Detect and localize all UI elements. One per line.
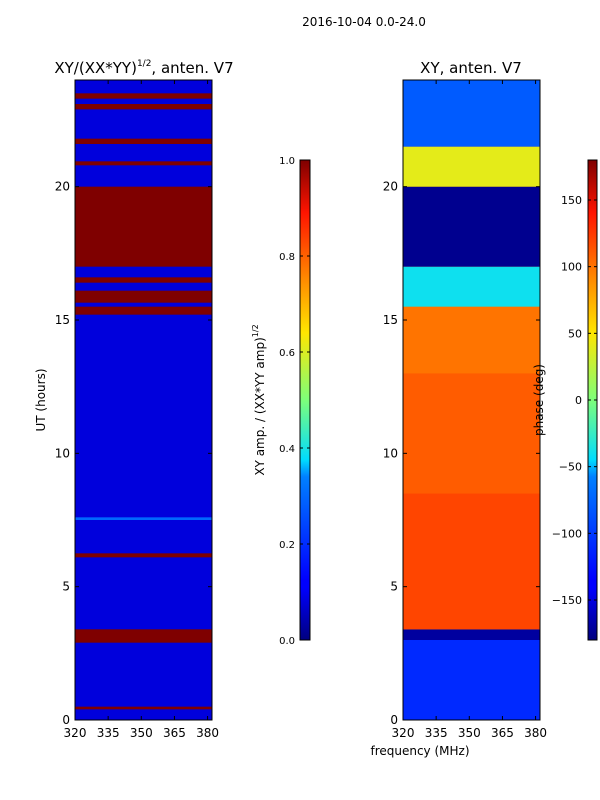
shared-xlabel: frequency (MHz) <box>370 744 469 758</box>
panel-amplitude-title: XY/(XX*YY)1/2, anten. V7 <box>54 59 233 77</box>
heatmap-band-11 <box>75 93 212 99</box>
colorbar-tick-label: 0.0 <box>279 636 295 647</box>
x-tick-label: 320 <box>64 726 87 740</box>
heatmap-band-7 <box>75 186 212 267</box>
colorbar-tick-label: 0.4 <box>279 444 295 455</box>
x-tick-label: 335 <box>97 726 120 740</box>
colorbar-tick-label: 0.6 <box>279 348 295 359</box>
heatmap-background <box>75 80 212 720</box>
colorbar-tick-label: 150 <box>561 194 582 207</box>
heatmap-band-10 <box>75 104 212 110</box>
heatmap-band-5 <box>403 266 540 307</box>
colorbar-tick-label: 50 <box>568 327 582 340</box>
heatmap-band-4 <box>75 306 212 315</box>
heatmap-band-5 <box>75 290 212 303</box>
phase-colorbar: −150 −100 −50 0 50 100 150 phase (deg) <box>532 159 598 641</box>
heatmap-band-8 <box>403 80 540 147</box>
heatmap-band-2 <box>403 493 540 630</box>
colorbar-tick-label: 100 <box>561 261 582 274</box>
y-tick-label: 10 <box>55 446 70 460</box>
colorbar-tick-label: 0.2 <box>279 540 295 551</box>
y-tick-label: 15 <box>383 313 398 327</box>
heatmap-band-6 <box>403 186 540 267</box>
amplitude-y-ticks: 0 5 10 15 20 <box>55 180 212 727</box>
heatmap-band-2 <box>75 553 212 558</box>
phase-heatmap <box>403 80 540 720</box>
amplitude-colorbar-gradient <box>299 159 311 641</box>
panel-amplitude-title-main: XY/(XX*YY) <box>54 59 137 77</box>
amplitude-axes-frame <box>74 79 213 721</box>
x-tick-label: 320 <box>392 726 415 740</box>
heatmap-band-7 <box>403 146 540 187</box>
x-tick-label: 365 <box>491 726 514 740</box>
colorbar-tick-label: 1.0 <box>279 156 295 167</box>
heatmap-band-1 <box>403 629 540 640</box>
phase-x-ticks: 320 335 350 365 380 <box>392 80 547 740</box>
panel-phase-title: XY, anten. V7 <box>420 59 522 77</box>
heatmap-band-6 <box>75 277 212 283</box>
amplitude-colorbar-label-superscript: 1/2 <box>251 324 260 337</box>
heatmap-band-8 <box>75 161 212 166</box>
panel-amplitude: XY/(XX*YY)1/2, anten. V7 320 335 350 365 380… <box>34 59 234 740</box>
x-tick-label: 380 <box>524 726 547 740</box>
amplitude-colorbar-label-main: XY amp. / (XX*YY amp) <box>253 337 267 475</box>
heatmap-band-1 <box>75 629 212 643</box>
amplitude-x-ticks: 320 335 350 365 380 <box>64 80 219 740</box>
x-tick-label: 365 <box>163 726 186 740</box>
heatmap-band-4 <box>403 306 540 374</box>
y-tick-label: 10 <box>383 446 398 460</box>
amplitude-colorbar-label: XY amp. / (XX*YY amp)1/2 <box>251 324 267 475</box>
x-tick-label: 350 <box>458 726 481 740</box>
amplitude-colorbar: 0.0 0.2 0.4 0.6 0.8 1.0 XY amp. / (XX*YY amp)… <box>251 156 311 647</box>
y-tick-label: 5 <box>390 580 398 594</box>
heatmap-band-3 <box>75 517 212 520</box>
phase-colorbar-label: phase (deg) <box>532 364 546 436</box>
panel-phase: XY, anten. V7 320 335 350 365 380 0 5 10 15 20 <box>383 59 547 740</box>
y-tick-label: 5 <box>62 580 70 594</box>
colorbar-tick-label: 0 <box>575 394 582 407</box>
y-tick-label: 0 <box>390 713 398 727</box>
phase-axes-frame <box>402 79 541 721</box>
amplitude-colorbar-ticks: 0.0 0.2 0.4 0.6 0.8 1.0 <box>279 156 310 647</box>
colorbar-tick-label: −50 <box>559 461 582 474</box>
colorbar-tick-label: −100 <box>552 527 582 540</box>
heatmap-band-9 <box>75 138 212 144</box>
y-tick-label: 20 <box>55 180 70 194</box>
x-tick-label: 380 <box>196 726 219 740</box>
amplitude-ylabel: UT (hours) <box>34 368 48 431</box>
y-tick-label: 0 <box>62 713 70 727</box>
heatmap-band-0 <box>75 706 212 710</box>
phase-y-ticks: 0 5 10 15 20 <box>383 180 540 727</box>
figure-suptitle: 2016-10-04 0.0-24.0 <box>302 15 426 29</box>
colorbar-tick-label: 0.8 <box>279 252 295 263</box>
phase-colorbar-ticks: −150 −100 −50 0 50 100 150 <box>552 194 597 607</box>
heatmap-band-0 <box>403 640 540 720</box>
panel-amplitude-title-superscript: 1/2 <box>137 59 151 69</box>
panel-amplitude-title-tail: , anten. V7 <box>151 59 233 77</box>
y-tick-label: 20 <box>383 180 398 194</box>
y-tick-label: 15 <box>55 313 70 327</box>
x-tick-label: 350 <box>130 726 153 740</box>
colorbar-tick-label: −150 <box>552 594 582 607</box>
heatmap-band-3 <box>403 373 540 494</box>
x-tick-label: 335 <box>425 726 448 740</box>
amplitude-heatmap <box>75 80 212 720</box>
